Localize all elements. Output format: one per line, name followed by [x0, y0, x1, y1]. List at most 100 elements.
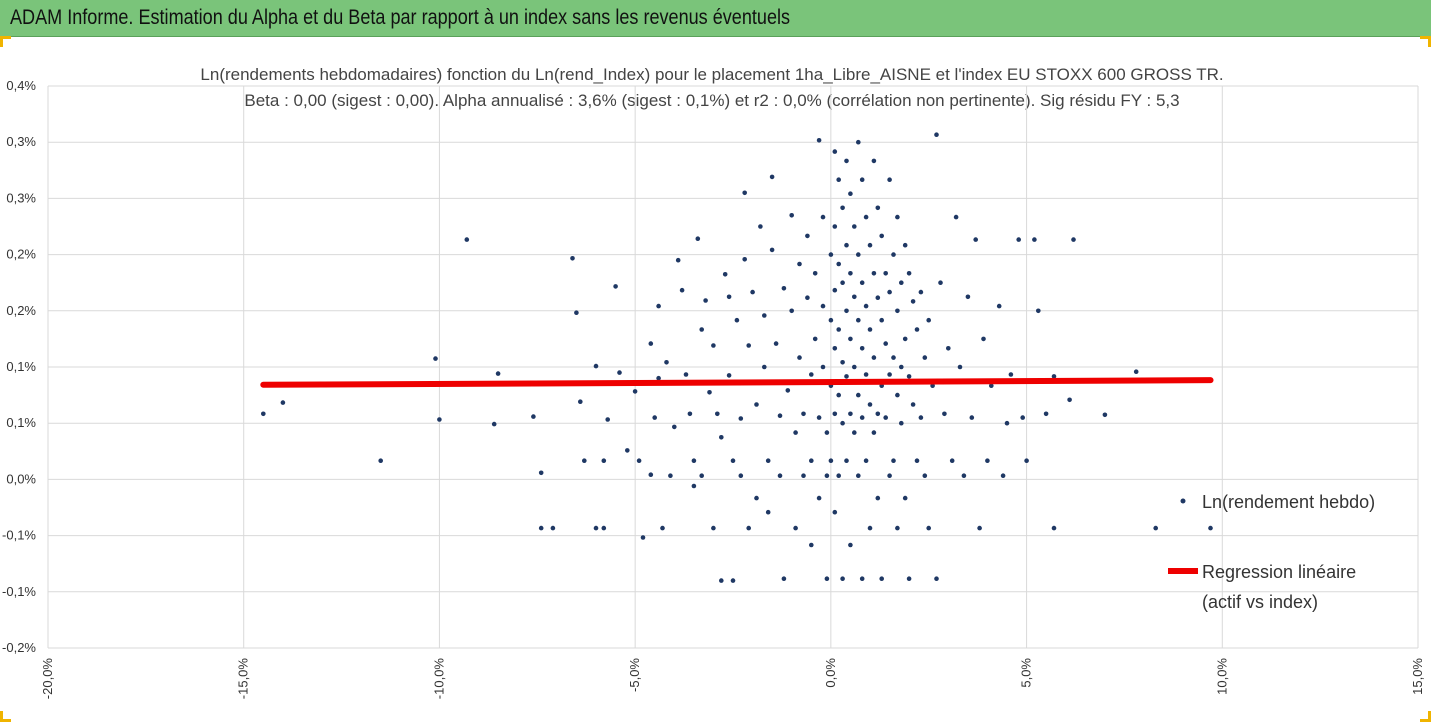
- data-point: [801, 411, 806, 417]
- data-point: [848, 191, 853, 196]
- data-point: [867, 402, 873, 407]
- data-point: [1016, 237, 1021, 242]
- data-point: [816, 138, 822, 143]
- data-point: [875, 205, 881, 211]
- data-point: [656, 375, 661, 381]
- data-point: [820, 303, 826, 309]
- data-point: [946, 346, 951, 351]
- data-point: [636, 458, 642, 464]
- data-point: [1051, 525, 1057, 531]
- data-point: [848, 336, 853, 342]
- data-point: [856, 252, 861, 257]
- data-point: [844, 458, 849, 464]
- data-point: [699, 327, 704, 332]
- data-point: [578, 399, 583, 405]
- data-point: [836, 177, 841, 182]
- data-point: [805, 295, 810, 301]
- data-point: [719, 578, 724, 583]
- data-point: [836, 392, 841, 398]
- data-point: [840, 420, 845, 426]
- y-tick-label: 0,2%: [6, 247, 36, 262]
- data-point: [691, 483, 697, 489]
- data-point: [918, 415, 924, 420]
- data-point: [887, 177, 892, 182]
- x-tick-label: 15,0%: [1410, 658, 1425, 695]
- data-point: [1071, 237, 1076, 242]
- data-point: [871, 430, 877, 435]
- data-point: [820, 214, 826, 220]
- data-point: [848, 271, 853, 276]
- chart-subtitle: Beta : 0,00 (sigest : 0,00). Alpha annua…: [244, 91, 1179, 110]
- data-point: [922, 473, 928, 479]
- data-point: [883, 271, 888, 276]
- data-point: [902, 336, 908, 342]
- data-point: [949, 458, 955, 464]
- data-point: [491, 421, 497, 427]
- data-point: [891, 355, 896, 360]
- data-point: [973, 237, 978, 242]
- data-point: [1032, 237, 1037, 242]
- data-point: [730, 578, 736, 583]
- data-point: [691, 458, 697, 464]
- data-point: [875, 411, 881, 417]
- data-point: [726, 294, 732, 300]
- data-point: [378, 458, 384, 464]
- data-point: [746, 525, 751, 531]
- data-point: [859, 576, 865, 581]
- data-point: [625, 448, 630, 453]
- data-point: [648, 341, 654, 346]
- y-tick-label: -0,2%: [2, 640, 36, 655]
- data-point: [781, 576, 787, 581]
- data-point: [1000, 473, 1006, 479]
- data-point: [1067, 397, 1072, 403]
- data-point: [981, 336, 986, 342]
- data-point: [902, 242, 908, 248]
- data-point: [777, 473, 783, 479]
- data-point: [953, 214, 959, 220]
- corner-mark: [1420, 711, 1431, 722]
- data-point: [574, 310, 579, 316]
- data-point: [844, 158, 849, 164]
- data-point: [668, 473, 673, 479]
- data-point: [769, 247, 775, 253]
- scatter-chart: Ln(rendements hebdomadaires) fonction du…: [2, 65, 1425, 699]
- data-point: [930, 383, 935, 389]
- data-point: [261, 411, 266, 417]
- grid: [47, 85, 1419, 649]
- data-point: [844, 308, 849, 314]
- data-point: [879, 317, 884, 323]
- data-point: [601, 458, 607, 464]
- data-point: [809, 542, 814, 548]
- data-point: [914, 458, 920, 464]
- data-point: [1004, 420, 1010, 426]
- data-point: [996, 303, 1002, 309]
- data-point: [789, 213, 794, 218]
- data-point: [899, 420, 904, 426]
- y-tick-label: 0,3%: [6, 190, 36, 205]
- data-point: [1208, 525, 1213, 531]
- data-point: [844, 374, 849, 379]
- data-point: [828, 317, 834, 323]
- data-point: [910, 299, 916, 304]
- data-point: [793, 430, 798, 435]
- data-point: [781, 286, 787, 291]
- report-header: ADAM Informe. Estimation du Alpha et du …: [0, 0, 1431, 37]
- data-point: [812, 336, 818, 342]
- y-tick-label: -0,1%: [2, 584, 36, 599]
- data-point: [895, 308, 900, 314]
- data-point: [746, 343, 751, 348]
- data-point: [832, 149, 838, 154]
- data-point: [711, 525, 716, 531]
- data-point: [758, 224, 763, 229]
- data-point: [605, 417, 610, 422]
- data-point: [1024, 458, 1029, 464]
- corner-mark: [0, 36, 11, 47]
- data-point: [859, 415, 865, 420]
- data-point: [840, 280, 845, 285]
- data-point: [910, 402, 916, 407]
- data-point: [719, 435, 724, 440]
- data-point: [856, 392, 861, 398]
- data-point: [1020, 415, 1025, 420]
- data-point: [859, 177, 865, 182]
- data-point: [985, 458, 990, 464]
